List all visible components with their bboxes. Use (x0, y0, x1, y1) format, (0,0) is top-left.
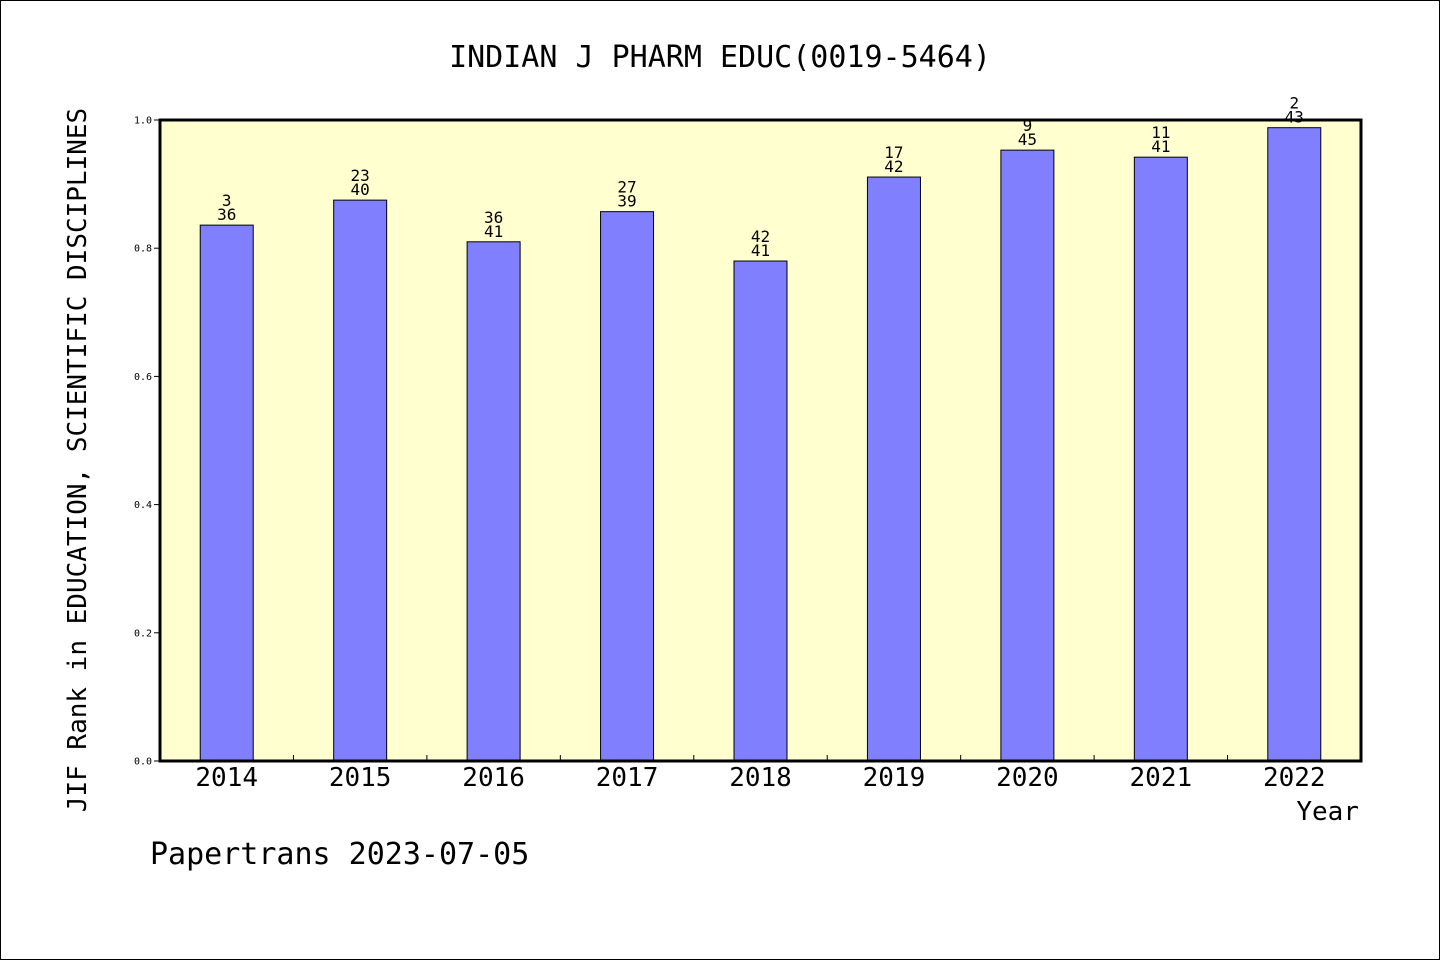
bar-label-top: 11 (1151, 123, 1170, 142)
bar-label-bottom: 40 (351, 180, 370, 199)
x-axis-label: Year (1296, 797, 1359, 827)
bar-label-top: 42 (751, 227, 770, 246)
bar-label-top: 17 (884, 143, 903, 162)
x-tick-label: 2014 (195, 763, 258, 793)
bar-label-top: 36 (484, 208, 503, 227)
bar-series (199, 127, 1322, 762)
y-tick-label: 1.0 (134, 116, 152, 127)
y-tick-label: 0.2 (134, 628, 152, 639)
x-tick-label: 2022 (1263, 763, 1326, 793)
bar-label-bottom: 43 (1285, 108, 1304, 127)
x-tick-label: 2021 (1130, 763, 1193, 793)
bar-label-bottom: 41 (751, 241, 770, 260)
y-tick-label: 0.8 (134, 244, 152, 255)
bar (733, 260, 788, 762)
bar-label-bottom: 39 (617, 192, 636, 211)
footer-credit: Papertrans 2023-07-05 (150, 837, 529, 872)
bar-label-bottom: 36 (217, 205, 236, 224)
bar-label-bottom: 41 (1151, 137, 1170, 156)
x-tick-label: 2020 (996, 763, 1059, 793)
y-tick-label: 0.0 (134, 757, 152, 768)
bar (466, 241, 521, 762)
y-tick-label: 0.6 (134, 372, 152, 383)
x-tick-label: 2018 (729, 763, 792, 793)
plot-border (158, 118, 1363, 763)
bar (600, 211, 655, 762)
bar-label-top: 23 (351, 166, 370, 185)
bar (1267, 127, 1322, 762)
x-tick-label: 2017 (596, 763, 659, 793)
bar-label-top: 2 (1289, 94, 1299, 113)
bar-label-bottom: 42 (884, 157, 903, 176)
bar (1133, 156, 1188, 762)
bar-label-top: 3 (222, 191, 232, 210)
bar (866, 176, 921, 762)
bar (333, 199, 388, 762)
bar-label-bottom: 45 (1018, 130, 1037, 149)
bar-label-top: 9 (1023, 116, 1033, 135)
chart-title: INDIAN J PHARM EDUC(0019-5464) (449, 40, 991, 75)
bar-label-bottom: 41 (484, 222, 503, 241)
bar (1000, 149, 1055, 762)
y-axis-label: JIF Rank in EDUCATION, SCIENTIFIC DISCIP… (63, 108, 93, 812)
x-tick-label: 2019 (863, 763, 926, 793)
bar-label-top: 27 (617, 178, 636, 197)
x-tick-label: 2015 (329, 763, 392, 793)
x-tick-label: 2016 (462, 763, 525, 793)
x-axis: 2014 2015 2016 2017 2018 2019 2020 2021 2022 (195, 755, 1326, 793)
y-tick-label: 0.4 (134, 500, 152, 511)
y-axis: 0.0 0.2 0.4 0.6 0.8 1.0 (134, 116, 160, 768)
bar (199, 224, 254, 762)
